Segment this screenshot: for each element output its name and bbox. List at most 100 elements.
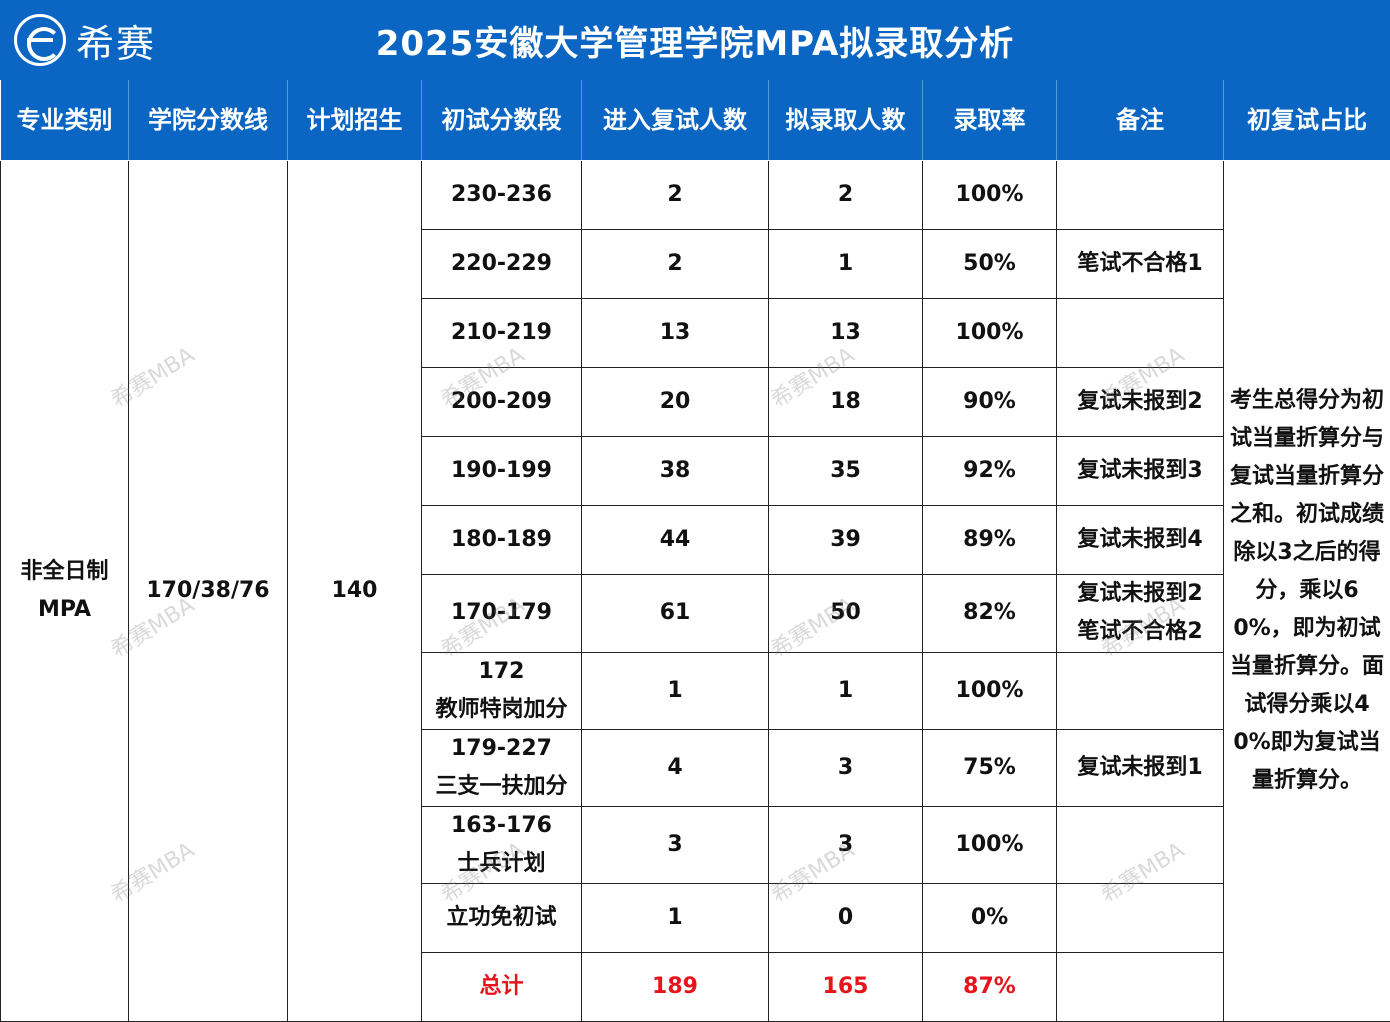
table-row: 立功免初试 1 0 0%	[1, 882, 1390, 953]
header-range: 初试分数段	[421, 80, 582, 161]
range-cell: 180-189	[421, 504, 582, 575]
rate-cell: 0%	[922, 882, 1057, 953]
range-cell: 230-236	[421, 159, 582, 230]
header-rate: 录取率	[922, 80, 1057, 161]
page-title: 2025安徽大学管理学院MPA拟录取分析	[375, 23, 1015, 64]
retest-cell: 20	[581, 366, 769, 437]
note-cell: 笔试不合格1	[1056, 228, 1224, 299]
retest-cell: 2	[581, 159, 769, 230]
retest-cell: 1	[581, 882, 769, 953]
header-major: 专业类别	[0, 80, 129, 161]
table-row: 179-227 三支一扶加分 4 3 75% 复试未报到1	[1, 728, 1390, 807]
retest-cell: 1	[581, 651, 769, 730]
total-rate: 87%	[922, 951, 1057, 1022]
range-cell: 163-176 士兵计划	[421, 805, 582, 884]
note-cell	[1056, 159, 1224, 230]
rate-cell: 100%	[922, 297, 1057, 368]
major-line1: 非全日制	[20, 558, 109, 584]
major-line2: MPA	[37, 596, 92, 622]
rate-cell: 50%	[922, 228, 1057, 299]
note-cell	[1056, 951, 1224, 1022]
total-admit: 165	[768, 951, 923, 1022]
note-cell: 复试未报到1	[1056, 728, 1224, 807]
range-line2: 士兵计划	[457, 850, 546, 876]
retest-cell: 38	[581, 435, 769, 506]
cutoff-cell: 170/38/76	[128, 159, 288, 1022]
admit-cell: 50	[768, 573, 923, 653]
table-row: 220-229 2 1 50% 笔试不合格1	[1, 228, 1390, 299]
total-row: 总计 189 165 87%	[1, 951, 1390, 1022]
ratio-desc-cell: 考生总得分为初试当量折算分与复试当量折算分之和。初试成绩除以3之后的得分，乘以6…	[1223, 159, 1390, 1022]
range-line2: 三支一扶加分	[435, 773, 568, 799]
note-cell: 复试未报到2	[1056, 366, 1224, 437]
header-ratio: 初复试占比	[1223, 80, 1390, 161]
plan-cell: 140	[287, 159, 422, 1022]
note-cell	[1056, 882, 1224, 953]
note-cell	[1056, 651, 1224, 730]
range-cell: 190-199	[421, 435, 582, 506]
logo-text: 希赛	[76, 21, 157, 66]
rate-cell: 90%	[922, 366, 1057, 437]
note-cell	[1056, 297, 1224, 368]
range-line1: 179-227	[451, 735, 552, 761]
retest-cell: 61	[581, 573, 769, 653]
range-cell: 170-179	[421, 573, 582, 653]
major-cell: 非全日制 MPA	[0, 159, 129, 1022]
admit-cell: 0	[768, 882, 923, 953]
header-retest: 进入复试人数	[581, 80, 769, 161]
rate-cell: 82%	[922, 573, 1057, 653]
table-row: 170-179 61 50 82% 复试未报到2 笔试不合格2	[1, 573, 1390, 653]
admit-cell: 18	[768, 366, 923, 437]
total-label: 总计	[421, 951, 582, 1022]
rate-cell: 100%	[922, 805, 1057, 884]
rate-cell: 92%	[922, 435, 1057, 506]
range-line1: 163-176	[451, 812, 552, 838]
range-cell: 172 教师特岗加分	[421, 651, 582, 730]
table-row: 190-199 38 35 92% 复试未报到3	[1, 435, 1390, 506]
admit-cell: 1	[768, 651, 923, 730]
admit-cell: 3	[768, 805, 923, 884]
header-note: 备注	[1056, 80, 1224, 161]
note-line2: 笔试不合格2	[1077, 619, 1203, 644]
total-retest: 189	[581, 951, 769, 1022]
logo-e-icon	[14, 14, 66, 66]
note-line1: 复试未报到2	[1077, 581, 1203, 606]
table-row: 180-189 44 39 89% 复试未报到4	[1, 504, 1390, 575]
range-line1: 172	[478, 658, 525, 684]
header-plan: 计划招生	[287, 80, 422, 161]
admit-cell: 35	[768, 435, 923, 506]
note-cell: 复试未报到4	[1056, 504, 1224, 575]
note-cell: 复试未报到2 笔试不合格2	[1056, 573, 1224, 653]
retest-cell: 13	[581, 297, 769, 368]
range-cell: 200-209	[421, 366, 582, 437]
brand-logo: 希赛	[14, 14, 156, 66]
admit-cell: 13	[768, 297, 923, 368]
admit-cell: 2	[768, 159, 923, 230]
retest-cell: 3	[581, 805, 769, 884]
rate-cell: 100%	[922, 651, 1057, 730]
range-line2: 教师特岗加分	[435, 696, 568, 722]
admission-table: 专业类别 学院分数线 计划招生 初试分数段 进入复试人数 拟录取人数 录取率 备…	[0, 80, 1390, 1022]
range-cell: 210-219	[421, 297, 582, 368]
header-cutoff: 学院分数线	[128, 80, 288, 161]
table-row: 200-209 20 18 90% 复试未报到2	[1, 366, 1390, 437]
admit-cell: 3	[768, 728, 923, 807]
range-cell: 220-229	[421, 228, 582, 299]
rate-cell: 89%	[922, 504, 1057, 575]
note-cell	[1056, 805, 1224, 884]
retest-cell: 44	[581, 504, 769, 575]
header-row: 专业类别 学院分数线 计划招生 初试分数段 进入复试人数 拟录取人数 录取率 备…	[0, 80, 1390, 161]
range-cell: 立功免初试	[421, 882, 582, 953]
rate-cell: 100%	[922, 159, 1057, 230]
rate-cell: 75%	[922, 728, 1057, 807]
range-cell: 179-227 三支一扶加分	[421, 728, 582, 807]
admit-cell: 39	[768, 504, 923, 575]
header-admit: 拟录取人数	[768, 80, 923, 161]
table-row: 210-219 13 13 100%	[1, 297, 1390, 368]
table-row: 163-176 士兵计划 3 3 100%	[1, 805, 1390, 884]
retest-cell: 2	[581, 228, 769, 299]
admit-cell: 1	[768, 228, 923, 299]
table-row: 非全日制 MPA 170/38/76 140 230-236 2 2 100% …	[0, 159, 1390, 1022]
retest-cell: 4	[581, 728, 769, 807]
title-banner: 希赛 2025安徽大学管理学院MPA拟录取分析	[0, 0, 1390, 80]
